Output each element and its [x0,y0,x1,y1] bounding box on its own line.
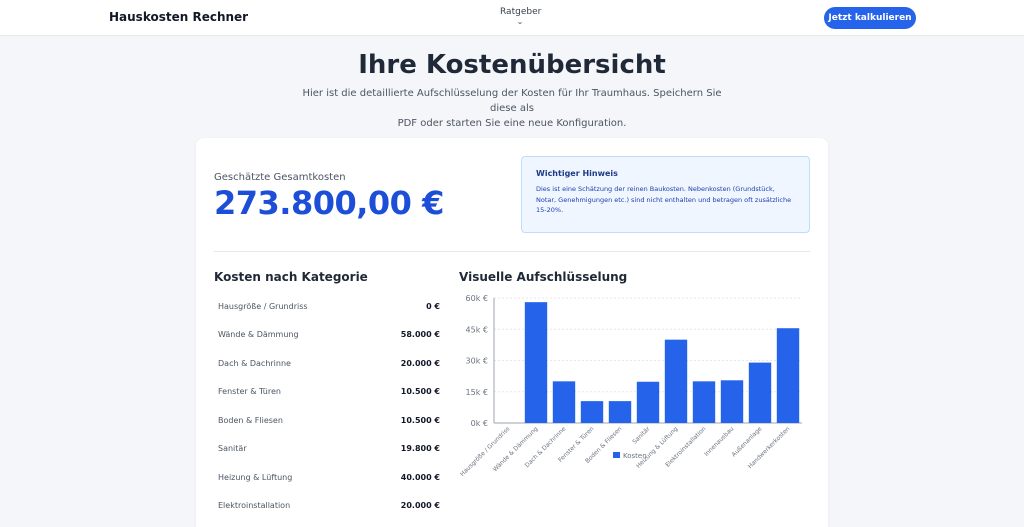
chart-bar [552,381,576,423]
cost-overview-card: Geschätzte Gesamtkosten 273.800,00 € Wic… [196,138,828,527]
chart-bar [636,381,660,423]
chart-bar [524,302,548,423]
category-value: 20.000 € [400,501,440,511]
category-row: Dach & Dachrinne 20.000 € [214,349,444,378]
cost-bar-chart: 0k € 15k € 30k € 45k € 60k € Hausgröße / Grun… [459,294,802,478]
category-label: Sanitär [218,444,247,454]
category-row: Hausgröße / Grundriss 0 € [214,292,444,321]
chart-title: Visuelle Aufschlüsselung [459,270,628,284]
category-label: Fenster & Türen [218,387,281,397]
page-subtitle-line-1: Hier ist die detaillierte Aufschlüsselun… [302,88,722,114]
x-tick-label: Hausgröße / Grundriss [459,425,511,477]
category-row: Fenster & Türen 10.500 € [214,378,444,407]
y-tick-label: 45k € [466,325,488,334]
total-cost-label: Geschätzte Gesamtkosten [214,172,346,183]
category-row: Boden & Fliesen 10.500 € [214,406,444,435]
chart-bar [580,401,604,423]
y-tick-label: 0k € [471,419,488,428]
total-cost-value: 273.800,00 € [214,184,444,222]
chart-bar [720,380,744,423]
notice-text: Dies ist eine Schätzung der reinen Bauko… [536,185,792,214]
calculate-button[interactable]: Jetzt kalkulieren [824,7,916,29]
chart-bar [608,401,632,423]
brand-logo[interactable]: Hauskosten Rechner [109,10,249,24]
category-value: 40.000 € [400,472,440,482]
category-label: Boden & Fliesen [218,415,283,425]
y-tick-label: 30k € [466,357,488,366]
nav-menu-ratgeber[interactable]: Ratgeber ⌄ [500,7,542,26]
category-value: 19.800 € [400,444,440,454]
category-label: Wände & Dämmung [218,330,299,340]
y-tick-label: 15k € [466,388,488,397]
page-title: Ihre Kostenübersicht [358,50,666,80]
top-navbar: Hauskosten Rechner Ratgeber ⌄ Jetzt kalk… [0,0,1024,36]
chart-bar [776,328,800,423]
legend-label: Kosten [623,452,647,460]
important-notice: Wichtiger Hinweis Dies ist eine Schätzun… [521,156,810,233]
category-label: Hausgröße / Grundriss [218,301,308,311]
categories-title: Kosten nach Kategorie [214,270,368,284]
category-label: Elektroinstallation [218,501,291,511]
chart-bar [748,362,772,423]
category-row: Sanitär 19.800 € [214,435,444,464]
category-value: 10.500 € [400,387,440,397]
category-list: Hausgröße / Grundriss 0 € Wände & Dämmung… [214,292,444,520]
page-subtitle-line-2: PDF oder starten Sie eine neue Konfigura… [397,118,627,129]
category-value: 10.500 € [400,415,440,425]
category-label: Dach & Dachrinne [218,358,291,368]
chevron-down-icon: ⌄ [516,17,524,26]
nav-menu-label: Ratgeber [500,7,542,17]
category-value: 0 € [426,301,440,311]
chart-bar [692,381,716,423]
page-subtitle: Hier ist die detaillierte Aufschlüsselun… [300,86,724,131]
chart-bar [664,339,688,423]
category-row: Wände & Dämmung 58.000 € [214,321,444,350]
section-divider [214,251,810,252]
notice-title: Wichtiger Hinweis [536,169,618,178]
x-tick-label: Sanitär [631,425,651,445]
legend-swatch [613,452,620,458]
y-tick-label: 60k € [466,294,488,303]
category-row: Heizung & Lüftung 40.000 € [214,463,444,492]
category-value: 20.000 € [400,358,440,368]
category-value: 58.000 € [400,330,440,340]
category-label: Heizung & Lüftung [218,472,293,482]
category-row: Elektroinstallation 20.000 € [214,492,444,521]
